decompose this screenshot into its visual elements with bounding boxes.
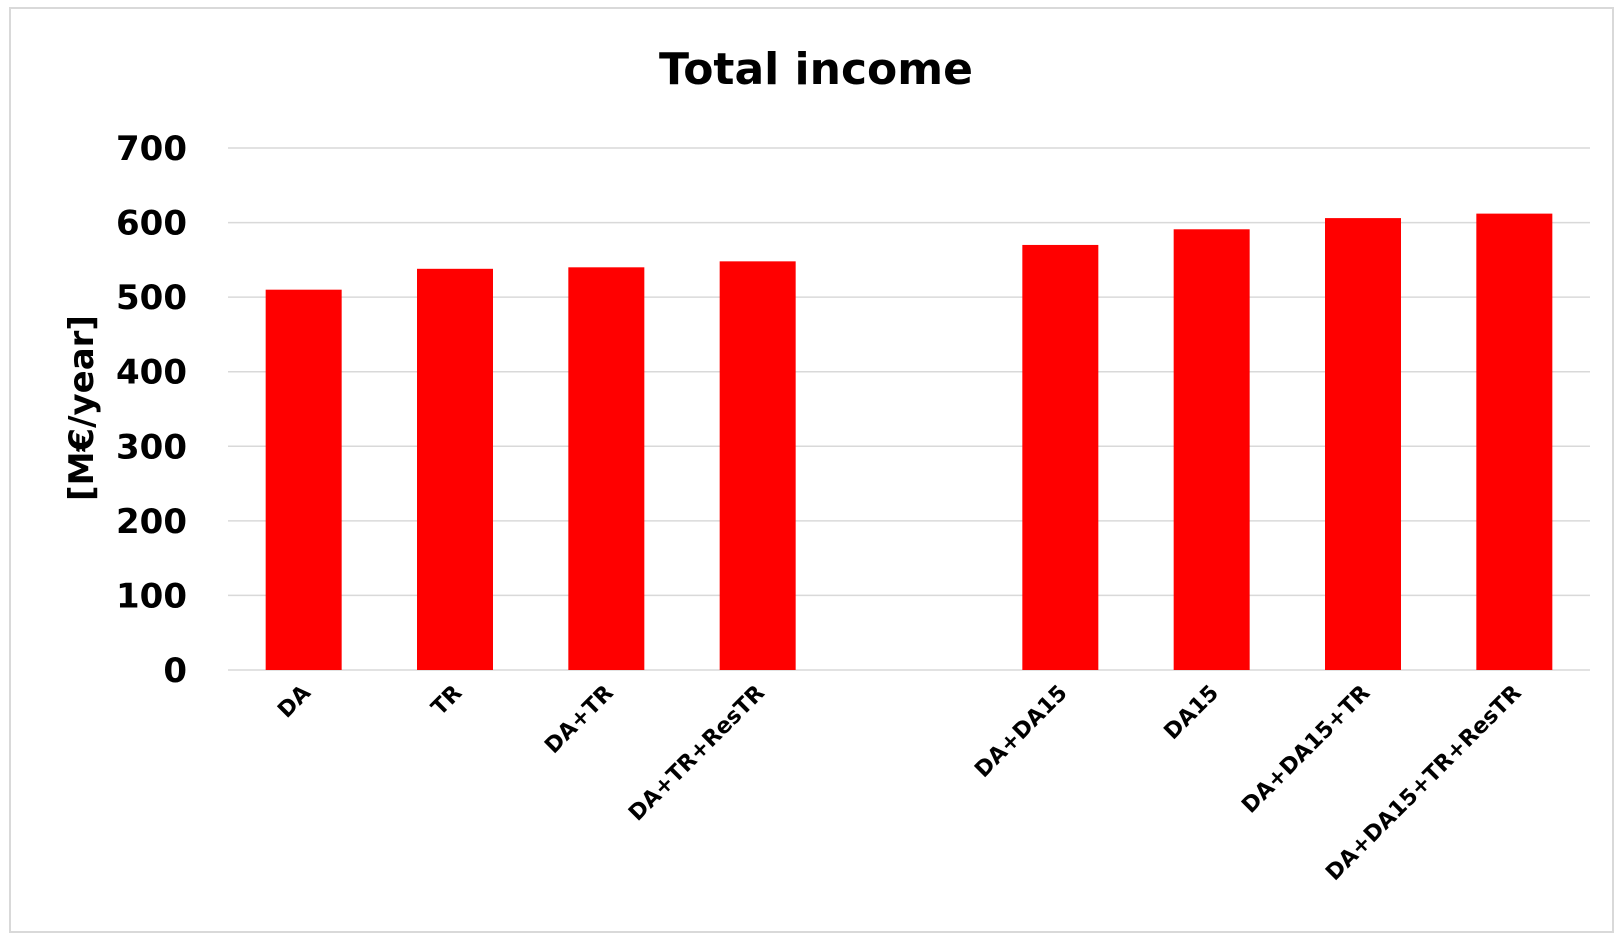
bar-da-tr-restr	[719, 261, 796, 670]
x-tick-label: TR	[427, 681, 467, 721]
x-tick-label: DA+TR+ResTR	[624, 681, 770, 827]
y-tick-labels: 0 100 200 300 400 500 600 700	[116, 129, 187, 691]
y-tick-label: 300	[116, 427, 187, 467]
y-tick-label: 500	[116, 278, 187, 318]
bar-da-tr	[568, 267, 645, 670]
chart-title: Total income	[659, 44, 973, 95]
bar-da-da15-tr-restr	[1476, 213, 1553, 670]
y-tick-label: 400	[116, 353, 187, 393]
bars	[265, 213, 1553, 671]
bar-da-da15	[1022, 244, 1099, 670]
y-axis-label: [M€/year]	[62, 315, 102, 501]
x-tick-label: DA+DA15+TR	[1237, 681, 1375, 819]
y-tick-label: 700	[116, 129, 187, 169]
x-tick-label: DA	[273, 681, 316, 724]
x-tick-labels: DA TR DA+TR DA+TR+ResTR DA+DA15 DA15 DA+DA15+T…	[273, 681, 1526, 886]
bar-da	[265, 289, 342, 670]
x-tick-label: DA+TR	[540, 681, 618, 759]
x-tick-label: DA15	[1160, 681, 1224, 745]
y-tick-label: 200	[116, 502, 187, 542]
x-tick-label: DA+DA15	[970, 681, 1072, 783]
y-tick-label: 100	[116, 576, 187, 616]
y-tick-label: 0	[163, 651, 187, 691]
bar-da-da15-tr	[1325, 218, 1401, 670]
y-tick-label: 600	[116, 204, 187, 244]
bar-da15	[1173, 229, 1250, 671]
bar-tr	[417, 268, 493, 670]
